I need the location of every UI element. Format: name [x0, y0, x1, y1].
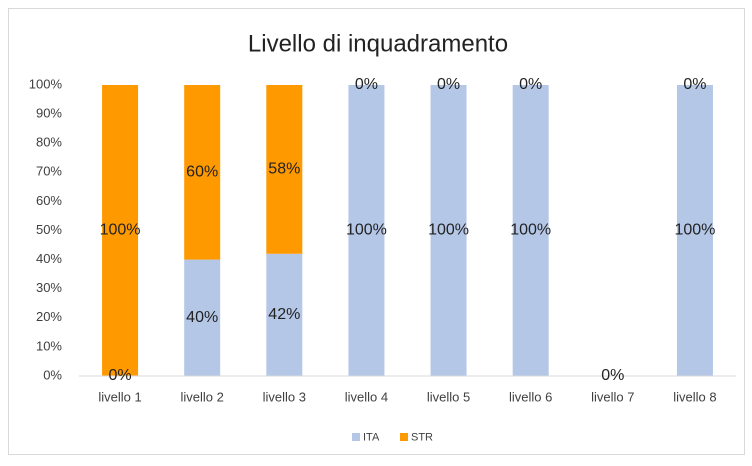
y-tick-label: 70% [36, 164, 62, 179]
data-label: 58% [268, 161, 300, 178]
data-label: 100% [428, 222, 469, 239]
bar-segment [266, 253, 303, 376]
bar-segment [266, 85, 303, 254]
y-tick-label: 0% [43, 367, 62, 382]
x-tick-label: livello 3 [263, 389, 306, 404]
x-tick-label: livello 2 [181, 389, 224, 404]
y-tick-label: 20% [36, 309, 62, 324]
data-label: 0% [601, 367, 624, 384]
legend-swatch [352, 433, 360, 441]
bar-segment [102, 85, 139, 376]
data-label: 0% [355, 76, 378, 93]
y-tick-label: 40% [36, 251, 62, 266]
y-tick-label: 50% [36, 222, 62, 237]
bar-segment [512, 85, 549, 376]
data-label: 100% [674, 222, 715, 239]
x-tick-label: livello 6 [509, 389, 552, 404]
y-tick-label: 100% [29, 76, 63, 91]
x-tick-label: livello 5 [427, 389, 470, 404]
data-label: 100% [100, 222, 141, 239]
bar-segment [430, 85, 467, 376]
x-tick-label: livello 4 [345, 389, 388, 404]
data-label: 60% [186, 164, 218, 181]
legend-label: ITA [363, 431, 380, 443]
y-tick-label: 90% [36, 106, 62, 121]
data-label: 42% [268, 306, 300, 323]
y-tick-label: 30% [36, 280, 62, 295]
x-tick-label: livello 8 [673, 389, 716, 404]
y-tick-label: 60% [36, 193, 62, 208]
data-label: 0% [109, 367, 132, 384]
bar-segment [348, 85, 385, 376]
bar-segment [676, 85, 713, 376]
bar-segment [184, 259, 221, 376]
data-label: 0% [683, 76, 706, 93]
legend-swatch [400, 433, 408, 441]
legend-label: STR [411, 431, 433, 443]
data-label: 100% [346, 222, 387, 239]
chart-title: Livello di inquadramento [248, 30, 508, 57]
data-label: 40% [186, 309, 218, 326]
y-tick-label: 80% [36, 135, 62, 150]
bar-segment [184, 85, 221, 260]
x-tick-label: livello 1 [98, 389, 141, 404]
y-tick-label: 10% [36, 338, 62, 353]
data-label: 100% [510, 222, 551, 239]
data-label: 0% [519, 76, 542, 93]
x-tick-label: livello 7 [591, 389, 634, 404]
data-label: 0% [437, 76, 460, 93]
